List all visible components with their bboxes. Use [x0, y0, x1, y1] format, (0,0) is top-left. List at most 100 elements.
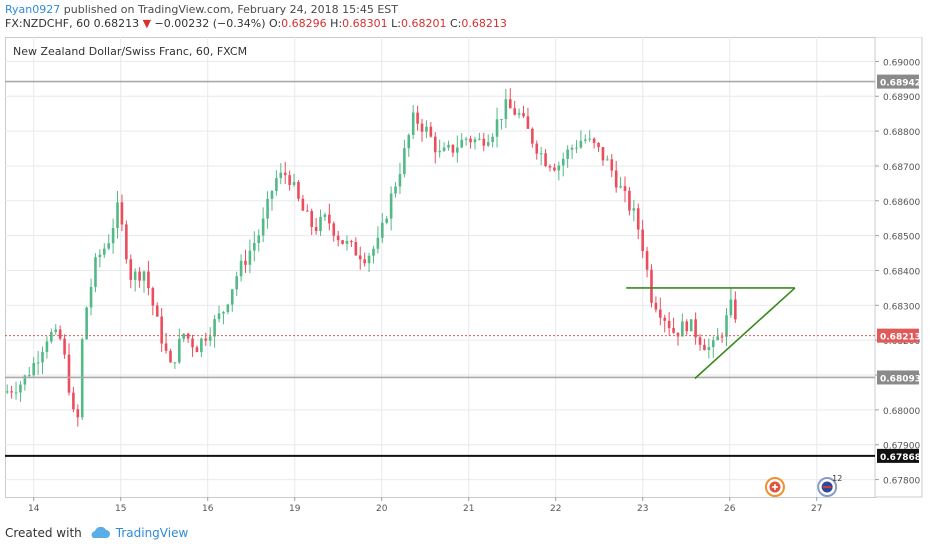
candle-body: [597, 142, 600, 148]
candle-body: [438, 150, 441, 153]
candle-body: [526, 116, 530, 129]
candle-body: [385, 218, 389, 223]
down-arrow-icon: ▼: [142, 17, 152, 30]
low-value: 0.68201: [401, 17, 447, 30]
candle-body: [703, 344, 706, 351]
candle-body: [226, 304, 230, 313]
candle-body: [107, 243, 111, 249]
candle-body: [257, 235, 261, 244]
candle-body: [244, 260, 247, 265]
candle-body: [248, 250, 252, 265]
candle-body: [266, 198, 269, 219]
candle-body: [133, 271, 137, 280]
price-change: −0.00232 (−0.34%): [154, 17, 266, 30]
candle-body: [54, 329, 58, 333]
candle-body: [310, 210, 313, 227]
candle-body: [45, 341, 49, 352]
candle-body: [689, 319, 693, 332]
candle-body: [323, 214, 327, 217]
candle-body: [76, 409, 80, 418]
candle-body: [672, 328, 675, 333]
candle-body: [416, 112, 419, 124]
candle-body: [394, 186, 397, 194]
symbol-label: FX:NZDCHF, 60: [5, 17, 91, 30]
candle-body: [213, 319, 216, 337]
tradingview-link[interactable]: TradingView: [115, 526, 189, 540]
candle-body: [41, 351, 44, 363]
candle-body: [275, 178, 278, 191]
candle-body: [734, 299, 737, 320]
candle-body: [178, 338, 181, 363]
x-tick-label: 15: [115, 504, 126, 514]
candle-body: [94, 257, 97, 287]
candle-body: [160, 316, 163, 344]
candle-body: [283, 172, 287, 176]
candle-body: [491, 136, 494, 143]
candle-body: [301, 198, 305, 211]
candle-body: [389, 193, 393, 219]
candle-body: [508, 99, 512, 109]
candle-body: [142, 271, 146, 281]
candle-body: [253, 243, 256, 251]
y-tick-label: 0.68500: [883, 233, 920, 243]
candle-body: [292, 182, 296, 185]
chart-title: New Zealand Dollar/Swiss Franc, 60, FXCM: [13, 45, 247, 58]
candle-body: [403, 148, 406, 175]
candle-body: [50, 332, 53, 342]
candle-body: [147, 271, 150, 289]
candle-body: [19, 384, 22, 393]
price-chart[interactable]: 0.69000 0.68900 0.68800 0.68700 0.68600 0.685…: [5, 36, 923, 517]
candle-body: [367, 255, 371, 264]
candle-body: [208, 336, 212, 341]
candle-body: [517, 113, 521, 115]
candle-body: [230, 289, 234, 305]
candle-body: [354, 242, 358, 256]
candle-body: [447, 144, 450, 148]
candle-body: [694, 319, 697, 338]
candle-body: [579, 140, 583, 148]
published-text: published on TradingView.com, February 2…: [63, 3, 398, 16]
candle-body: [67, 354, 71, 393]
candle-body: [460, 139, 464, 148]
author-link[interactable]: Ryan0927: [5, 3, 61, 16]
candle-body: [151, 288, 155, 306]
candle-body: [173, 362, 177, 364]
candle-body: [182, 333, 186, 339]
chart-container[interactable]: 0.69000 0.68900 0.68800 0.68700 0.68600 0.685…: [5, 36, 923, 517]
candle-body: [341, 240, 344, 244]
x-tick-label: 19: [289, 504, 301, 514]
x-tick-label: 14: [28, 504, 40, 514]
candle-body: [376, 237, 380, 249]
candle-body: [14, 392, 18, 394]
candle-body: [645, 251, 649, 270]
y-tick-label: 0.68800: [883, 128, 920, 138]
candle-body: [116, 202, 119, 228]
candle-body: [583, 139, 587, 141]
x-tick-label: 22: [550, 504, 561, 514]
candle-body: [531, 128, 534, 144]
candle-body: [372, 248, 375, 256]
calendar-event-plus-v: [774, 484, 776, 490]
candle-body: [478, 138, 481, 140]
candle-body: [89, 286, 93, 308]
candle-body: [575, 147, 578, 149]
tradingview-cloud-icon: [91, 527, 110, 538]
candle-body: [544, 153, 547, 167]
level-price-tag: [877, 448, 919, 463]
candle-body: [681, 321, 684, 337]
candle-body: [614, 170, 618, 188]
candle-body: [641, 229, 644, 252]
publish-info: Ryan0927 published on TradingView.com, F…: [5, 3, 398, 16]
y-tick-label: 0.67800: [883, 477, 920, 487]
candle-body: [125, 224, 128, 260]
candle-body: [102, 248, 106, 255]
candle-body: [486, 142, 490, 146]
candle-body: [288, 175, 291, 185]
candle-body: [500, 119, 503, 121]
candle-body: [685, 321, 689, 332]
y-tick-label: 0.69000: [883, 58, 920, 68]
candle-body: [23, 375, 27, 385]
candle-body: [456, 147, 459, 153]
footer: Created with TradingView: [5, 526, 188, 540]
candle-body: [425, 126, 428, 132]
